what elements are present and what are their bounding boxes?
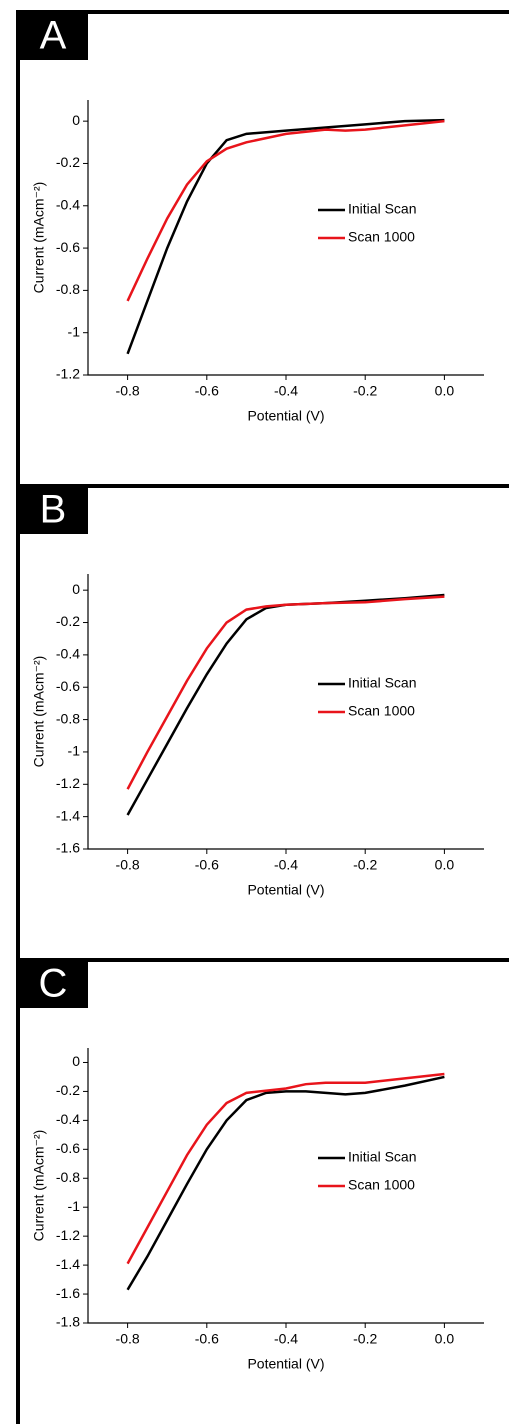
y-tick-label: -0.8 xyxy=(56,1169,80,1185)
y-tick-label: -1.8 xyxy=(56,1314,80,1330)
legend-label: Scan 1000 xyxy=(348,1177,415,1193)
y-tick-label: 0 xyxy=(72,581,80,597)
y-tick-label: -0.2 xyxy=(56,154,80,170)
series-line xyxy=(126,1072,445,1265)
y-tick-label: -0.4 xyxy=(56,196,80,212)
panel-label: B xyxy=(40,488,67,532)
series-line xyxy=(126,118,445,355)
y-tick-label: -1 xyxy=(68,323,81,339)
legend-label: Initial Scan xyxy=(348,675,416,691)
y-tick-label: -0.8 xyxy=(56,281,80,297)
x-tick-label: 0.0 xyxy=(435,1331,455,1347)
axes xyxy=(87,574,484,850)
panel-label-box xyxy=(18,486,88,534)
y-tick-label: -1 xyxy=(68,743,81,759)
x-tick-label: -0.2 xyxy=(353,857,377,873)
axes xyxy=(87,100,484,376)
x-tick-label: -0.6 xyxy=(195,383,219,399)
y-axis-title: Current (mAcm⁻²) xyxy=(31,182,47,294)
legend-label: Scan 1000 xyxy=(348,703,415,719)
x-tick-label: 0.0 xyxy=(435,857,455,873)
y-tick-label: -1.6 xyxy=(56,1285,80,1301)
x-tick-label: -0.2 xyxy=(353,383,377,399)
panel-label: A xyxy=(40,14,67,58)
legend-label: Scan 1000 xyxy=(348,229,415,245)
series-line xyxy=(126,595,445,790)
y-axis-title: Current (mAcm⁻²) xyxy=(31,1130,47,1242)
y-tick-label: 0 xyxy=(72,1053,80,1069)
x-tick-label: -0.4 xyxy=(274,383,298,399)
x-tick-label: -0.2 xyxy=(353,1331,377,1347)
y-axis-title: Current (mAcm⁻²) xyxy=(31,656,47,768)
x-axis-title: Potential (V) xyxy=(247,408,324,424)
series-line xyxy=(126,119,445,302)
panel-label-box xyxy=(18,12,88,60)
y-tick-label: -1.2 xyxy=(56,1227,80,1243)
y-tick-label: -0.4 xyxy=(56,1111,80,1127)
y-tick-label: -0.2 xyxy=(56,613,80,629)
y-tick-label: -0.6 xyxy=(56,1140,80,1156)
y-tick-label: -1.2 xyxy=(56,366,80,382)
panel-label-box xyxy=(18,960,88,1008)
series-line xyxy=(126,593,445,816)
y-tick-label: -0.4 xyxy=(56,646,80,662)
y-tick-label: -0.8 xyxy=(56,710,80,726)
legend-label: Initial Scan xyxy=(348,1149,416,1165)
y-tick-label: -1 xyxy=(68,1198,81,1214)
x-tick-label: -0.4 xyxy=(274,1331,298,1347)
x-tick-label: 0.0 xyxy=(435,383,455,399)
x-axis-title: Potential (V) xyxy=(247,882,324,898)
x-tick-label: -0.8 xyxy=(116,1331,140,1347)
series-line xyxy=(126,1075,445,1291)
y-tick-label: -1.4 xyxy=(56,1256,80,1272)
x-tick-label: -0.4 xyxy=(274,857,298,873)
y-tick-label: -0.6 xyxy=(56,239,80,255)
y-tick-label: -1.4 xyxy=(56,807,80,823)
x-tick-label: -0.6 xyxy=(195,1331,219,1347)
x-tick-label: -0.8 xyxy=(116,857,140,873)
y-tick-label: 0 xyxy=(72,112,80,128)
x-axis-title: Potential (V) xyxy=(247,1356,324,1372)
y-tick-label: -0.6 xyxy=(56,678,80,694)
y-tick-label: -1.2 xyxy=(56,775,80,791)
y-tick-label: -0.2 xyxy=(56,1082,80,1098)
panel-label: C xyxy=(39,962,68,1006)
y-tick-label: -1.6 xyxy=(56,840,80,856)
x-tick-label: -0.6 xyxy=(195,857,219,873)
x-tick-label: -0.8 xyxy=(116,383,140,399)
legend-label: Initial Scan xyxy=(348,201,416,217)
